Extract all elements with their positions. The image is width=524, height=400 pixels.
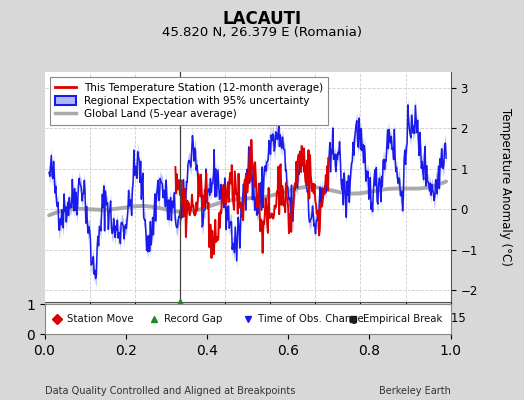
Text: Time of Obs. Change: Time of Obs. Change [258,314,364,324]
Text: Berkeley Earth: Berkeley Earth [379,386,451,396]
Text: LACAUTI: LACAUTI [222,10,302,28]
Text: Empirical Break: Empirical Break [363,314,443,324]
Text: Data Quality Controlled and Aligned at Breakpoints: Data Quality Controlled and Aligned at B… [45,386,295,396]
Text: 45.820 N, 26.379 E (Romania): 45.820 N, 26.379 E (Romania) [162,26,362,39]
Text: Record Gap: Record Gap [165,314,223,324]
Y-axis label: Temperature Anomaly (°C): Temperature Anomaly (°C) [498,108,511,266]
Text: Station Move: Station Move [67,314,134,324]
Legend: This Temperature Station (12-month average), Regional Expectation with 95% uncer: This Temperature Station (12-month avera… [50,77,329,124]
